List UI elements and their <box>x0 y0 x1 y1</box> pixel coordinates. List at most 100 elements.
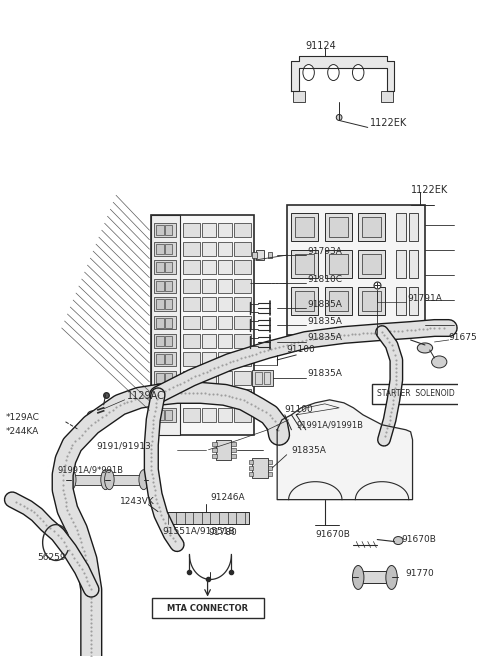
Bar <box>154 334 176 348</box>
Bar <box>165 354 172 365</box>
Bar <box>165 317 172 327</box>
Bar <box>156 392 164 401</box>
Bar <box>212 454 217 458</box>
Bar <box>268 472 273 476</box>
Bar <box>183 223 200 237</box>
Bar <box>154 223 176 237</box>
Text: *129AC: *129AC <box>5 413 39 422</box>
Text: STARTER  SOLENOID: STARTER SOLENOID <box>376 390 454 398</box>
Bar <box>154 315 176 330</box>
Bar <box>218 408 232 422</box>
Bar <box>151 215 254 435</box>
Polygon shape <box>277 400 412 499</box>
Bar <box>183 352 200 367</box>
Bar <box>218 334 232 348</box>
Bar <box>252 252 257 258</box>
Text: 91780: 91780 <box>208 528 237 537</box>
Text: 91991A/9*991B: 91991A/9*991B <box>58 465 124 474</box>
Bar <box>234 315 252 330</box>
FancyBboxPatch shape <box>152 599 264 618</box>
Bar <box>234 334 252 348</box>
Bar <box>154 242 176 256</box>
Bar <box>183 390 200 403</box>
Bar <box>295 217 314 237</box>
Bar <box>156 410 164 420</box>
Bar <box>165 262 172 272</box>
Bar <box>291 287 318 315</box>
Bar <box>325 214 351 241</box>
Bar <box>234 279 252 292</box>
Ellipse shape <box>139 470 148 489</box>
Bar <box>252 458 268 478</box>
Bar <box>358 214 385 241</box>
Bar <box>234 223 252 237</box>
Bar <box>109 475 144 485</box>
Bar <box>183 315 200 330</box>
Text: 91551A/91551B: 91551A/91551B <box>163 526 236 535</box>
Bar <box>165 225 172 235</box>
Bar <box>362 291 381 311</box>
Bar <box>409 287 418 315</box>
Bar <box>231 454 236 458</box>
Bar <box>291 250 318 278</box>
Ellipse shape <box>394 537 403 545</box>
Bar <box>165 392 172 401</box>
Text: 9191/91913: 9191/91913 <box>96 442 151 450</box>
Bar <box>329 217 348 237</box>
Bar <box>409 214 418 241</box>
Bar <box>156 225 164 235</box>
Bar <box>234 260 252 274</box>
Text: 1122EK: 1122EK <box>370 118 407 128</box>
Bar <box>218 242 232 256</box>
Bar <box>183 334 200 348</box>
Bar <box>202 297 216 311</box>
Bar <box>396 214 406 241</box>
Bar <box>293 91 305 102</box>
Text: 1243VK: 1243VK <box>120 497 155 506</box>
Ellipse shape <box>352 64 364 81</box>
Bar <box>156 317 164 327</box>
Bar <box>154 297 176 311</box>
Bar <box>202 352 216 367</box>
Bar <box>216 440 231 460</box>
Text: 91835A: 91835A <box>308 369 343 378</box>
Bar <box>183 408 200 422</box>
Bar <box>183 260 200 274</box>
Text: 91100: 91100 <box>287 346 315 355</box>
Bar <box>234 297 252 311</box>
Bar <box>156 262 164 272</box>
Bar <box>249 472 253 476</box>
Bar <box>234 390 252 403</box>
Bar <box>218 297 232 311</box>
Bar <box>358 287 385 315</box>
Bar <box>255 372 262 384</box>
Ellipse shape <box>87 411 99 419</box>
Bar <box>156 354 164 365</box>
Text: 91770: 91770 <box>406 569 434 578</box>
Bar <box>218 390 232 403</box>
Text: 91670B: 91670B <box>401 535 436 544</box>
Bar <box>362 254 381 274</box>
Bar <box>234 352 252 367</box>
Bar <box>234 408 252 422</box>
Bar <box>165 244 172 254</box>
Bar <box>249 460 253 464</box>
Text: 91991A/91991B: 91991A/91991B <box>296 420 363 429</box>
Bar <box>156 281 164 290</box>
Bar <box>212 442 217 445</box>
Ellipse shape <box>336 114 342 120</box>
Bar <box>362 217 381 237</box>
Ellipse shape <box>105 470 114 489</box>
Bar <box>154 371 176 385</box>
Polygon shape <box>417 343 432 353</box>
Bar <box>165 410 172 420</box>
Text: 91835A: 91835A <box>308 317 343 325</box>
Bar <box>183 242 200 256</box>
Bar <box>202 242 216 256</box>
Bar <box>231 442 236 445</box>
Bar <box>151 215 180 435</box>
Bar <box>329 254 348 274</box>
Bar <box>156 299 164 309</box>
Bar <box>268 460 273 464</box>
Polygon shape <box>291 56 395 91</box>
